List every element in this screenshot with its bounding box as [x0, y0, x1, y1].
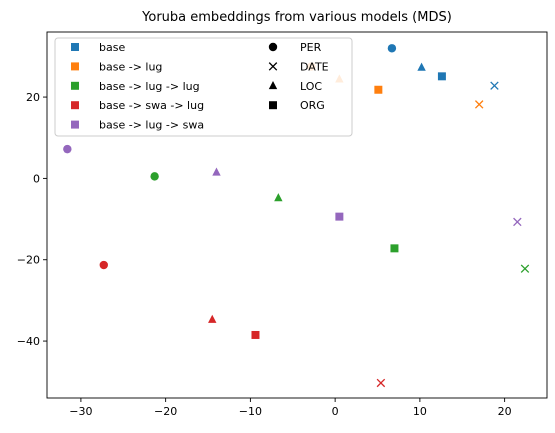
legend-marker-series-0	[71, 43, 79, 51]
y-tick-label: −20	[17, 254, 40, 267]
legend-label-series-4: base -> lug -> swa	[99, 119, 204, 132]
legend-box	[54, 37, 353, 137]
legend-marker-series-2	[71, 81, 79, 90]
point-series-0-date-stroke-b	[490, 81, 499, 90]
point-series-0-per	[387, 44, 397, 53]
y-tick-label: 0	[33, 172, 40, 185]
y-tick-label: −40	[17, 335, 40, 348]
point-series-2-date	[520, 264, 530, 273]
point-series-0-loc	[417, 62, 426, 71]
x-tick-label: −30	[69, 405, 92, 418]
point-series-4-date-stroke-b	[513, 217, 522, 227]
x-tick-label: −10	[239, 405, 262, 418]
legend-marker-series-1	[71, 62, 79, 71]
point-series-4-org	[335, 212, 344, 221]
legend-label-org: ORG	[300, 99, 325, 112]
legend-label-loc: LOC	[300, 80, 322, 93]
point-series-2-per	[150, 172, 159, 181]
legend-marker-date-stroke-b	[268, 62, 278, 71]
legend: base base -> lug base -> lug -> lug base ->…	[54, 37, 353, 137]
legend-label-per: PER	[300, 41, 322, 54]
y-tick-label: 20	[26, 91, 40, 104]
legend-label-series-3: base -> swa -> lug	[99, 99, 204, 112]
point-series-2-loc	[274, 193, 283, 202]
point-series-4-date	[513, 217, 522, 227]
point-series-1-date-stroke-b	[474, 100, 484, 109]
legend-marker-loc	[268, 81, 278, 90]
point-series-3-date	[376, 378, 386, 388]
legend-label-series-1: base -> lug	[99, 60, 162, 73]
point-series-0-org	[437, 72, 446, 81]
legend-label-date: DATE	[300, 60, 329, 73]
axes-frame	[46, 31, 548, 399]
x-tick-label: −20	[154, 405, 177, 418]
point-series-3-loc	[208, 314, 217, 323]
legend-marker-series-4	[71, 120, 79, 129]
point-series-4-loc	[212, 167, 221, 176]
point-series-3-org	[251, 330, 260, 339]
x-tick-label: 20	[498, 405, 512, 418]
legend-marker-per	[268, 42, 278, 52]
axis-ticks: −30 −20 −10 0 10 20 −40 −20 0 20	[17, 91, 512, 418]
point-series-0-date	[490, 81, 499, 90]
legend-label-series-0: base	[99, 41, 125, 54]
x-tick-label: 0	[332, 405, 339, 418]
point-series-3-per	[99, 260, 108, 270]
legend-marker-series-3	[71, 101, 79, 110]
x-tick-label: 10	[413, 405, 427, 418]
legend-label-series-2: base -> lug -> lug	[99, 80, 200, 93]
legend-marker-org	[269, 101, 277, 110]
legend-marker-date	[268, 62, 278, 71]
point-series-4-per	[63, 144, 72, 154]
point-series-2-date-stroke-b	[520, 264, 530, 273]
point-series-2-org	[390, 244, 399, 253]
point-series-1-date	[474, 100, 484, 109]
point-series-3-date-stroke-b	[376, 378, 386, 388]
chart-title: Yoruba embeddings from various models (M…	[141, 10, 452, 25]
point-series-1-org	[374, 85, 383, 94]
